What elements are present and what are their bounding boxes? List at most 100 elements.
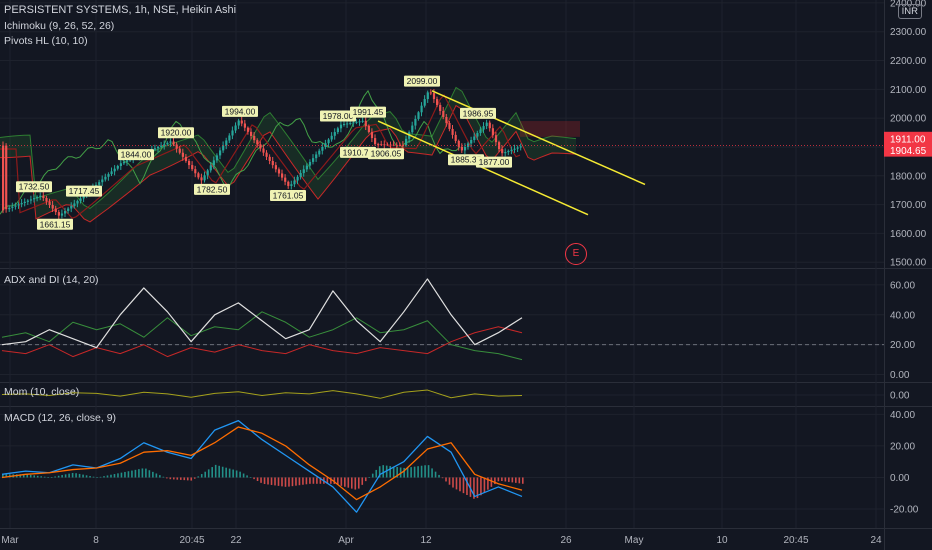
macd-histogram-bar (214, 464, 217, 478)
candle-body (355, 121, 358, 123)
macd-histogram-bar (438, 474, 440, 478)
price-label: 1911.00 (890, 134, 926, 145)
macd-histogram-bar (159, 475, 161, 478)
macd-pane-title[interactable]: MACD (12, 26, close, 9) (4, 412, 117, 424)
macd-histogram-bar (333, 477, 336, 484)
macd-histogram-bar (173, 477, 175, 480)
candle-body (222, 145, 225, 151)
pivot-label: 1844.00 (121, 150, 152, 160)
macd-histogram-bar (417, 466, 419, 478)
macd-histogram-bar (420, 465, 423, 478)
pivot-label: 1986.95 (463, 108, 494, 118)
candle-body (82, 195, 85, 199)
pivot-label: 1885.35 (451, 155, 482, 165)
macd-histogram-bar (183, 477, 186, 481)
candle-body (432, 93, 436, 100)
macd-histogram-bar (413, 466, 416, 478)
currency-badge[interactable]: INR (897, 4, 922, 19)
macd-tick-label: -20.00 (890, 505, 919, 516)
macd-histogram-bar (427, 465, 430, 478)
macd-histogram-bar (249, 477, 252, 478)
symbol-title: PERSISTENT SYSTEMS, 1h, NSE, Heikin Ashi (4, 4, 237, 16)
trend-channel-lower (377, 120, 589, 216)
macd-histogram-bar (452, 477, 454, 488)
candle-body (169, 141, 172, 143)
candle-body (367, 125, 370, 133)
macd-histogram-bar (138, 469, 140, 478)
candle-body (460, 146, 463, 151)
macd-histogram-bar (197, 476, 200, 478)
price-tick-label: 2100.00 (890, 85, 927, 96)
momentum-pane-title[interactable]: Mom (10, close) (4, 386, 80, 398)
candle-body (467, 143, 470, 147)
adx-tick-label: 0.00 (890, 370, 910, 381)
macd-histogram-bar (309, 477, 311, 484)
macd-histogram-bar (54, 476, 56, 478)
macd-histogram-bar (166, 477, 168, 479)
candle-body (191, 165, 194, 170)
legend-ichimoku[interactable]: Ichimoku (9, 26, 52, 26) (4, 20, 115, 32)
candle-body (318, 150, 321, 155)
candle-body (457, 140, 460, 147)
macd-tick-label: 0.00 (890, 473, 910, 484)
macd-histogram-bar (267, 477, 269, 485)
macd-histogram-bar (36, 475, 39, 478)
candle-body (14, 205, 17, 207)
macd-histogram-bar (193, 477, 196, 479)
macd-histogram-bar (337, 477, 339, 485)
macd-histogram-bar (176, 477, 179, 480)
macd-histogram-bar (441, 477, 444, 479)
macd-histogram-bar (344, 477, 346, 487)
macd-histogram-bar (246, 475, 248, 478)
legend-pivots[interactable]: Pivots HL (10, 10) (4, 35, 88, 47)
candle-body (231, 130, 234, 136)
macd-histogram-bar (148, 470, 151, 478)
macd-histogram-bar (152, 471, 154, 478)
candle-body (374, 138, 377, 145)
macd-histogram-bar (71, 472, 74, 478)
pivot-label: 1877.00 (479, 157, 510, 167)
price-tick-label: 1700.00 (890, 200, 927, 211)
macd-histogram-bar (89, 476, 91, 478)
macd-histogram-bar (145, 468, 147, 478)
candle-body (203, 175, 206, 181)
candle-body (312, 158, 315, 162)
macd-histogram-bar (291, 477, 294, 487)
macd-histogram-bar (347, 477, 350, 488)
adx-pane-title[interactable]: ADX and DI (14, 20) (4, 274, 99, 286)
macd-histogram-bar (487, 477, 489, 490)
candle-body (253, 135, 256, 141)
macd-histogram-bar (190, 477, 193, 481)
candle-body (237, 120, 240, 126)
candle-body (321, 146, 324, 151)
candle-body (157, 146, 160, 149)
candle-body (383, 144, 386, 146)
candle-body (414, 118, 417, 126)
pivot-label: 1906.05 (371, 149, 402, 159)
macd-histogram-bar (207, 469, 210, 478)
macd-histogram-bar (110, 474, 112, 478)
candle-body (45, 197, 48, 202)
candle-body (284, 177, 287, 182)
pivot-label: 1732.50 (19, 182, 50, 192)
pivot-label: 1910.70 (343, 147, 374, 157)
earnings-badge[interactable]: E (565, 243, 587, 265)
candle-body (293, 180, 296, 185)
candle-body (107, 174, 110, 177)
x-tick-label: 20:45 (783, 535, 808, 546)
pivot-label-box (118, 149, 154, 161)
candle-body (302, 169, 305, 174)
candle-body (262, 148, 265, 153)
candle-body (215, 155, 219, 161)
price-tick-label: 2300.00 (890, 27, 927, 38)
candle-body (482, 126, 485, 130)
macd-histogram-bar (211, 467, 213, 478)
candle-body (274, 165, 277, 170)
x-tick-label: 26 (560, 535, 572, 546)
macd-histogram-bar (274, 477, 276, 486)
macd-histogram-bar (330, 477, 332, 484)
macd-histogram-bar (396, 467, 398, 478)
macd-histogram-bar (455, 477, 458, 490)
